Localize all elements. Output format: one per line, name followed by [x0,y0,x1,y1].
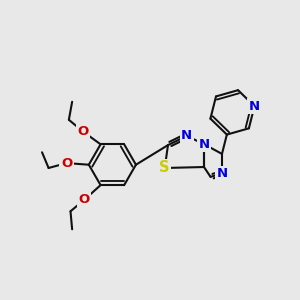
Text: O: O [79,193,90,206]
Text: N: N [216,167,227,180]
Text: O: O [61,157,72,169]
Text: N: N [181,129,192,142]
Text: O: O [77,125,88,138]
Text: N: N [249,100,260,112]
Text: S: S [160,160,170,175]
Text: N: N [198,138,209,151]
